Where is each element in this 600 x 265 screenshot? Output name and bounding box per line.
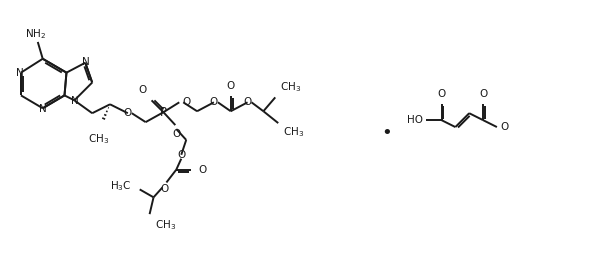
Text: NH$_2$: NH$_2$ [25,27,46,41]
Text: CH$_3$: CH$_3$ [283,125,304,139]
Text: N: N [71,96,78,106]
Text: O: O [501,122,509,132]
Text: H$_3$C: H$_3$C [110,179,132,193]
Text: CH$_3$: CH$_3$ [280,81,301,94]
Text: O: O [177,150,185,160]
Text: CH$_3$: CH$_3$ [88,132,109,146]
Text: N: N [39,104,47,114]
Text: O: O [198,165,206,175]
Text: O: O [244,97,251,107]
Text: O: O [182,97,190,107]
Text: N: N [82,57,90,67]
Text: O: O [172,129,181,139]
Text: O: O [124,108,132,118]
Text: O: O [210,97,218,107]
Text: N: N [16,68,24,78]
Text: •: • [382,124,392,142]
Text: O: O [160,184,169,195]
Text: O: O [437,89,446,99]
Text: O: O [227,81,235,91]
Text: CH$_3$: CH$_3$ [155,218,176,232]
Text: O: O [139,85,146,95]
Text: HO: HO [407,115,423,125]
Text: P: P [160,106,167,119]
Text: O: O [479,89,487,99]
